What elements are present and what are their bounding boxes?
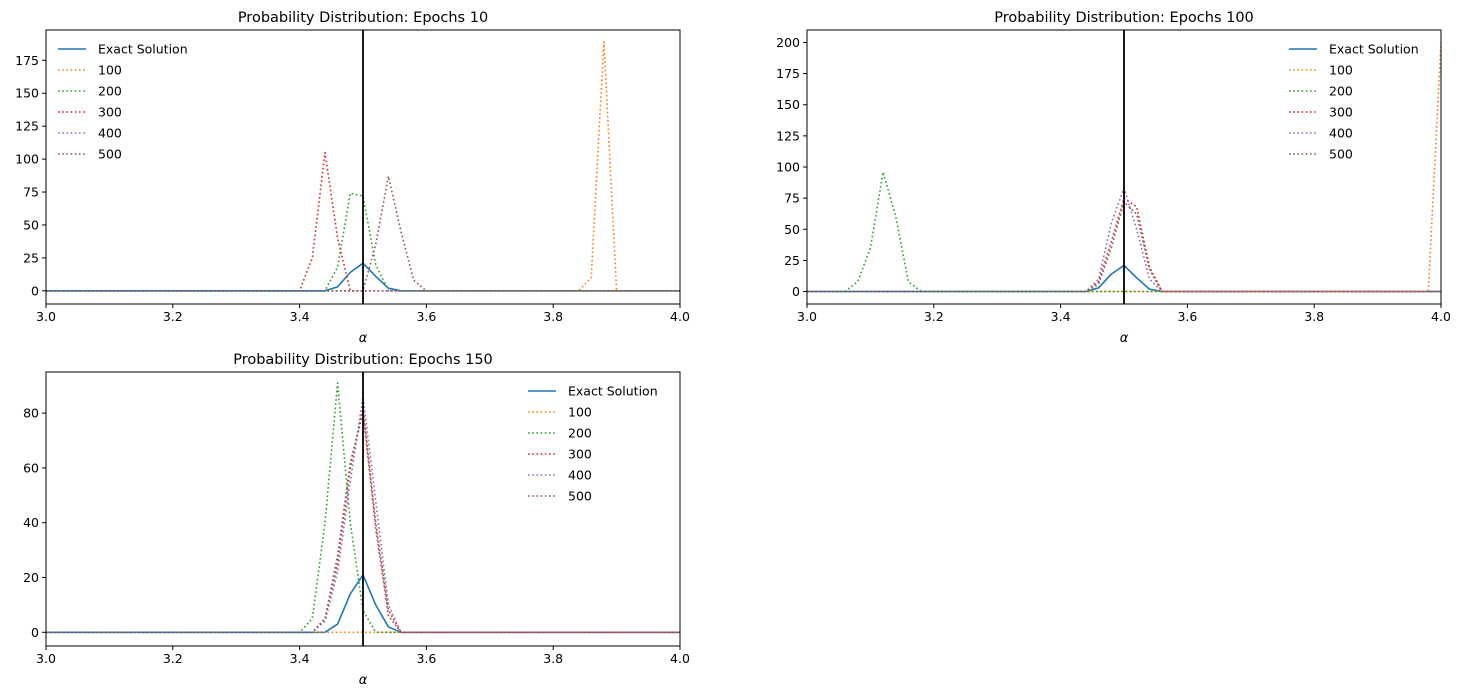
x-tick-label: 3.2	[163, 651, 183, 666]
y-tick-label: 175	[15, 53, 39, 68]
y-tick-label: 50	[784, 222, 800, 237]
chart-panel-3: Probability Distribution: Epochs 150 3.0 3…	[23, 352, 690, 688]
y-tick-label: 75	[784, 191, 800, 206]
y-tick-label: 80	[23, 406, 39, 421]
legend-label: Exact Solution	[1329, 42, 1419, 57]
legend-label: 300	[568, 447, 592, 462]
legend: Exact Solution 100 200 300 400 500	[528, 384, 658, 504]
x-tick-label: 3.2	[924, 309, 944, 324]
x-axis-label: α	[359, 673, 368, 688]
x-tick-label: 4.0	[670, 309, 690, 324]
series-line-2	[46, 192, 680, 292]
legend-label: 200	[1329, 84, 1353, 99]
y-tick-label: 50	[23, 217, 39, 232]
y-tick-label: 75	[23, 185, 39, 200]
legend-label: 400	[568, 468, 592, 483]
x-tick-label: 3.0	[36, 651, 56, 666]
x-tick-label: 3.6	[1177, 309, 1197, 324]
y-tick-label: 60	[23, 460, 39, 475]
x-axis-label: α	[1120, 331, 1129, 346]
axes-frame	[45, 371, 681, 647]
x-tick-label: 3.8	[543, 651, 563, 666]
legend-label: 100	[1329, 63, 1353, 78]
chart-panel-1: Probability Distribution: Epochs 10 3.0 3.…	[15, 10, 690, 346]
axes-frame	[45, 29, 681, 305]
chart-title: Probability Distribution: Epochs 100	[994, 10, 1254, 26]
y-tick-label: 150	[15, 86, 39, 101]
x-tick-label: 3.0	[797, 309, 817, 324]
legend-label: 400	[98, 126, 122, 141]
chart-title: Probability Distribution: Epochs 10	[238, 10, 488, 26]
x-tick-label: 3.0	[36, 309, 56, 324]
legend-label: Exact Solution	[568, 384, 658, 399]
y-tick-label: 200	[776, 35, 800, 50]
legend: Exact Solution 100 200 300 400 500	[58, 42, 188, 162]
y-tick-label: 150	[776, 97, 800, 112]
y-tick-label: 25	[784, 253, 800, 268]
x-tick-label: 3.4	[1051, 309, 1071, 324]
legend-label: 200	[568, 426, 592, 441]
series-line-4	[46, 395, 680, 634]
legend-label: 400	[1329, 126, 1353, 141]
series-line-3	[46, 151, 680, 292]
y-tick-label: 100	[15, 152, 39, 167]
legend-label: 500	[568, 489, 592, 504]
x-tick-label: 3.8	[543, 309, 563, 324]
legend-label: 500	[1329, 147, 1353, 162]
y-tick-label: 40	[23, 515, 39, 530]
legend-label: 300	[1329, 105, 1353, 120]
x-tick-label: 3.4	[290, 651, 310, 666]
x-tick-label: 3.8	[1304, 309, 1324, 324]
legend: Exact Solution 100 200 300 400 500	[1289, 42, 1419, 162]
legend-label: 200	[98, 84, 122, 99]
legend-label: Exact Solution	[98, 42, 188, 57]
y-tick-label: 100	[776, 160, 800, 175]
x-tick-label: 4.0	[670, 651, 690, 666]
y-tick-label: 125	[776, 128, 800, 143]
y-tick-label: 175	[776, 66, 800, 81]
legend-label: 500	[98, 147, 122, 162]
series-line-5	[46, 175, 680, 292]
x-tick-label: 3.4	[290, 309, 310, 324]
y-tick-label: 0	[31, 283, 39, 298]
x-tick-label: 3.2	[163, 309, 183, 324]
x-tick-label: 3.6	[416, 309, 436, 324]
legend-label: 100	[98, 63, 122, 78]
chart-title: Probability Distribution: Epochs 150	[233, 352, 493, 368]
y-tick-label: 125	[15, 119, 39, 134]
legend-label: 100	[568, 405, 592, 420]
y-tick-label: 0	[31, 625, 39, 640]
y-tick-label: 20	[23, 570, 39, 585]
chart-panel-2: Probability Distribution: Epochs 100 3.0 3…	[776, 10, 1451, 346]
x-tick-label: 4.0	[1431, 309, 1451, 324]
x-tick-label: 3.6	[416, 651, 436, 666]
series-line-2	[46, 382, 680, 634]
y-tick-label: 0	[792, 284, 800, 299]
series-line-2	[807, 171, 1441, 293]
x-axis-label: α	[359, 331, 368, 346]
y-tick-label: 25	[23, 250, 39, 265]
series-line-5	[807, 201, 1441, 293]
legend-label: 300	[98, 105, 122, 120]
